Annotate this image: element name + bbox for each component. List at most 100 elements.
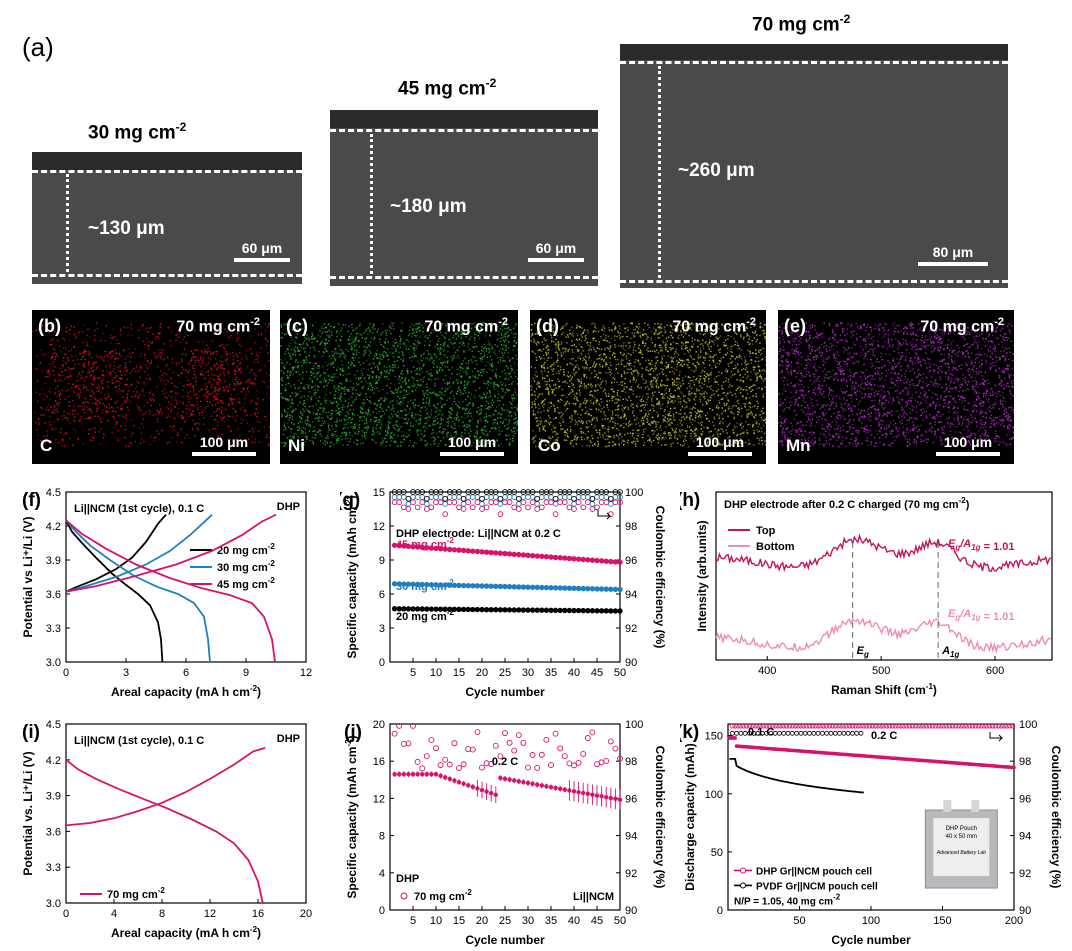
eds-dot xyxy=(303,402,305,404)
eds-dot xyxy=(399,335,401,337)
eds-dot xyxy=(116,339,118,341)
eds-dot xyxy=(477,335,479,337)
eds-dot xyxy=(755,374,757,376)
eds-dot xyxy=(499,340,502,342)
eds-dot xyxy=(363,338,366,340)
eds-dot xyxy=(355,396,357,398)
eds-dot xyxy=(459,342,461,344)
eds-dot xyxy=(457,405,459,407)
eds-dot xyxy=(398,430,400,432)
eds-dot xyxy=(376,365,379,367)
eds-dot xyxy=(110,337,113,339)
eds-dot xyxy=(359,410,362,412)
eds-dot xyxy=(222,401,224,404)
eds-dot xyxy=(502,324,504,327)
eds-dot xyxy=(51,439,53,442)
eds-dot xyxy=(293,433,295,435)
eds-dot xyxy=(293,437,295,439)
eds-dot xyxy=(353,359,355,362)
eds-dot xyxy=(457,416,459,418)
eds-dot xyxy=(356,332,358,335)
eds-dot xyxy=(260,333,262,335)
eds-dot xyxy=(66,356,69,359)
eds-dot xyxy=(172,399,174,401)
eds-dot xyxy=(468,432,470,434)
eds-dot xyxy=(222,346,225,348)
eds-dot xyxy=(99,443,102,445)
eds-dot xyxy=(744,406,746,408)
eds-dot xyxy=(419,419,422,421)
eds-dot xyxy=(90,408,92,411)
eds-dot xyxy=(84,351,86,354)
eds-dot xyxy=(691,322,693,324)
eds-dot xyxy=(40,440,42,442)
eds-dot xyxy=(343,406,345,408)
eds-dot xyxy=(512,435,515,437)
eds-dot xyxy=(470,430,472,432)
eds-dot xyxy=(694,429,696,432)
eds-dot xyxy=(69,413,71,415)
eds-dot xyxy=(92,383,94,386)
eds-dot xyxy=(463,387,465,389)
eds-dot xyxy=(306,419,309,421)
eds-dot xyxy=(128,390,130,392)
eds-dot xyxy=(571,389,573,391)
eds-dot xyxy=(307,395,309,397)
eds-dot xyxy=(447,420,450,423)
eds-dot xyxy=(564,350,566,353)
eds-dot xyxy=(344,431,346,434)
eds-dot xyxy=(366,359,368,362)
eds-dot xyxy=(479,436,482,438)
eds-dot xyxy=(236,370,239,373)
eds-dot xyxy=(595,373,598,376)
eds-dot xyxy=(323,327,325,330)
eds-dot xyxy=(502,348,505,351)
eds-dot xyxy=(166,406,168,408)
eds-dot xyxy=(744,368,747,371)
eds-dot xyxy=(754,324,756,326)
eds-dot xyxy=(149,413,152,415)
eds-dot xyxy=(750,390,752,393)
eds-dot xyxy=(375,441,377,444)
eds-dot xyxy=(160,356,162,359)
eds-dot xyxy=(56,380,59,382)
eds-dot xyxy=(544,362,546,364)
eds-dot xyxy=(621,436,623,438)
eds-dot xyxy=(185,342,188,344)
eds-dot xyxy=(308,423,311,426)
eds-dot xyxy=(670,421,673,423)
eds-dot xyxy=(301,439,303,442)
eds-dot xyxy=(742,380,745,382)
eds-dot xyxy=(313,392,316,394)
eds-dot xyxy=(110,334,113,337)
eds-dot xyxy=(238,343,241,346)
eds-dot xyxy=(290,353,293,355)
eds-dot xyxy=(574,436,577,438)
eds-dot xyxy=(487,433,489,435)
eds-dot xyxy=(489,430,491,433)
eds-dot xyxy=(306,423,308,425)
eds-dot xyxy=(495,427,497,430)
eds-dot xyxy=(701,393,703,395)
eds-dot xyxy=(122,395,124,398)
eds-dot xyxy=(84,417,86,420)
eds-dot xyxy=(364,341,367,343)
eds-dot xyxy=(177,392,179,395)
eds-dot xyxy=(326,334,328,337)
eds-dot xyxy=(381,372,383,374)
eds-dot xyxy=(458,401,460,403)
eds-dot xyxy=(217,402,219,404)
eds-dot xyxy=(93,362,95,364)
eds-dot xyxy=(450,341,452,344)
eds-dot xyxy=(385,431,387,433)
eds-dot xyxy=(310,371,312,374)
eds-dot xyxy=(446,322,448,324)
eds-dot xyxy=(464,417,467,419)
eds-dot xyxy=(311,332,313,335)
eds-dot xyxy=(299,415,301,418)
eds-dot xyxy=(482,439,484,441)
eds-dot xyxy=(397,410,399,413)
eds-dot xyxy=(688,375,690,378)
eds-dot xyxy=(379,432,381,434)
eds-dot xyxy=(62,365,64,368)
